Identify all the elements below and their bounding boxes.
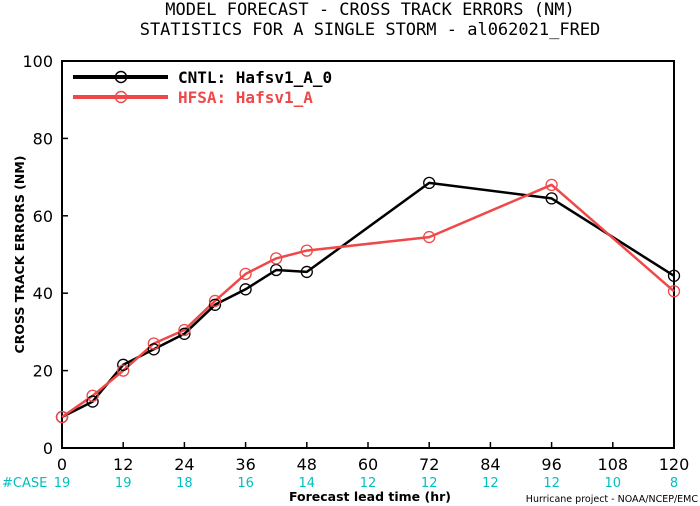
case-count: 12	[360, 476, 377, 491]
case-count: 16	[237, 476, 254, 491]
legend-label-cntl: CNTL: Hafsv1_A_0	[178, 68, 332, 87]
data-point-1	[55, 410, 69, 424]
legend-marker-cntl	[114, 70, 128, 84]
data-point-0	[423, 176, 436, 190]
data-point-1	[667, 285, 681, 298]
y-tick-label: 100	[22, 52, 53, 71]
data-point-0	[86, 395, 99, 408]
data-point-0	[667, 269, 681, 282]
data-point-0	[208, 298, 222, 311]
data-point-0	[147, 343, 160, 356]
data-point-0	[178, 327, 191, 340]
data-point-0	[300, 265, 313, 279]
case-count: 12	[482, 476, 499, 491]
y-tick-label: 0	[43, 439, 53, 458]
data-point-1	[86, 389, 99, 402]
case-count: 8	[670, 476, 678, 491]
series-layer	[55, 176, 681, 424]
legend-label-hfsa: HFSA: Hafsv1_A	[178, 88, 313, 107]
x-axis-label: Forecast lead time (hr)	[289, 489, 451, 504]
data-point-1	[239, 267, 252, 281]
case-count: 19	[115, 476, 132, 491]
case-count: 10	[605, 476, 622, 491]
series-line-1	[61, 183, 675, 419]
credit-text: Hurricane project - NOAA/NCEP/EMC	[526, 494, 699, 505]
data-point-1	[300, 244, 313, 257]
chart-subtitle: STATISTICS FOR A SINGLE STORM - al062021…	[140, 20, 601, 40]
data-point-0	[117, 358, 130, 371]
series-line-0	[61, 181, 675, 419]
case-count: 12	[543, 476, 560, 491]
axis-ticks: 0 12 24 36 48 60 72 84 96 108 120 0 20 40 60 80 100	[22, 52, 689, 474]
data-point-1	[147, 337, 160, 350]
x-tick-label: 36	[235, 455, 255, 474]
x-tick-label: 48	[297, 455, 317, 474]
legend-marker-hfsa	[114, 90, 128, 104]
x-tick-label: 120	[659, 455, 690, 474]
plot-frame	[61, 60, 675, 449]
data-point-1	[545, 178, 558, 191]
case-count: 19	[54, 476, 71, 491]
x-tick-label: 96	[541, 455, 561, 474]
case-label: #CASE	[2, 476, 47, 491]
x-tick-label: 0	[57, 455, 67, 474]
y-tick-label: 20	[33, 362, 53, 381]
data-point-1	[178, 323, 191, 337]
y-tick-label: 80	[33, 129, 53, 148]
y-tick-label: 40	[33, 284, 53, 303]
x-tick-label: 108	[598, 455, 629, 474]
data-point-0	[239, 283, 252, 296]
case-counts: 19 19 18 16 14 12 12 12 12 10 8	[54, 476, 678, 491]
data-point-1	[270, 252, 283, 265]
data-point-1	[117, 364, 130, 377]
x-tick-label: 84	[480, 455, 500, 474]
legend: CNTL: Hafsv1_A_0 HFSA: Hafsv1_A	[73, 68, 332, 107]
data-point-1	[208, 294, 222, 308]
case-count: 14	[299, 476, 316, 491]
x-tick-label: 60	[358, 455, 378, 474]
case-count: 12	[421, 476, 438, 491]
y-axis-label: CROSS TRACK ERRORS (NM)	[12, 156, 27, 354]
data-point-1	[423, 230, 436, 244]
x-tick-label: 72	[419, 455, 439, 474]
y-tick-label: 60	[33, 207, 53, 226]
case-count: 18	[176, 476, 193, 491]
data-point-0	[545, 192, 558, 205]
x-tick-label: 24	[174, 455, 194, 474]
x-tick-label: 12	[113, 455, 133, 474]
chart-title: MODEL FORECAST - CROSS TRACK ERRORS (NM)	[165, 0, 574, 20]
